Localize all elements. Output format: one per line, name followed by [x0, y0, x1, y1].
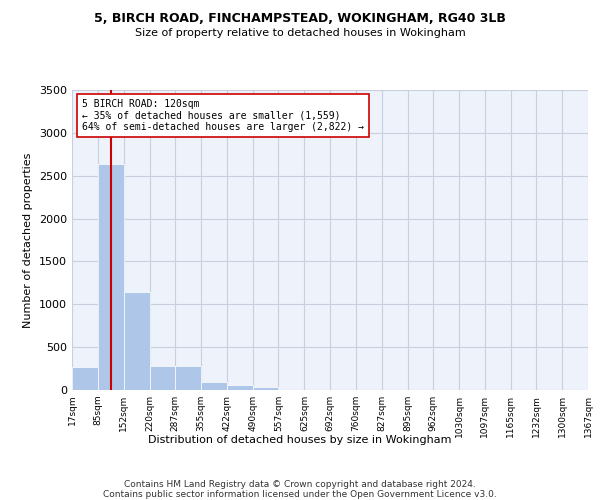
Text: Contains public sector information licensed under the Open Government Licence v3: Contains public sector information licen… — [103, 490, 497, 499]
Bar — [72, 367, 98, 390]
Bar — [124, 292, 149, 390]
Bar — [253, 387, 278, 390]
Text: 5 BIRCH ROAD: 120sqm
← 35% of detached houses are smaller (1,559)
64% of semi-de: 5 BIRCH ROAD: 120sqm ← 35% of detached h… — [82, 99, 364, 132]
Text: Contains HM Land Registry data © Crown copyright and database right 2024.: Contains HM Land Registry data © Crown c… — [124, 480, 476, 489]
Bar — [175, 366, 201, 390]
Text: Distribution of detached houses by size in Wokingham: Distribution of detached houses by size … — [148, 435, 452, 445]
Bar — [98, 164, 124, 390]
Bar — [149, 366, 175, 390]
Bar — [201, 382, 227, 390]
Bar — [227, 385, 253, 390]
Y-axis label: Number of detached properties: Number of detached properties — [23, 152, 34, 328]
Text: 5, BIRCH ROAD, FINCHAMPSTEAD, WOKINGHAM, RG40 3LB: 5, BIRCH ROAD, FINCHAMPSTEAD, WOKINGHAM,… — [94, 12, 506, 26]
Text: Size of property relative to detached houses in Wokingham: Size of property relative to detached ho… — [134, 28, 466, 38]
